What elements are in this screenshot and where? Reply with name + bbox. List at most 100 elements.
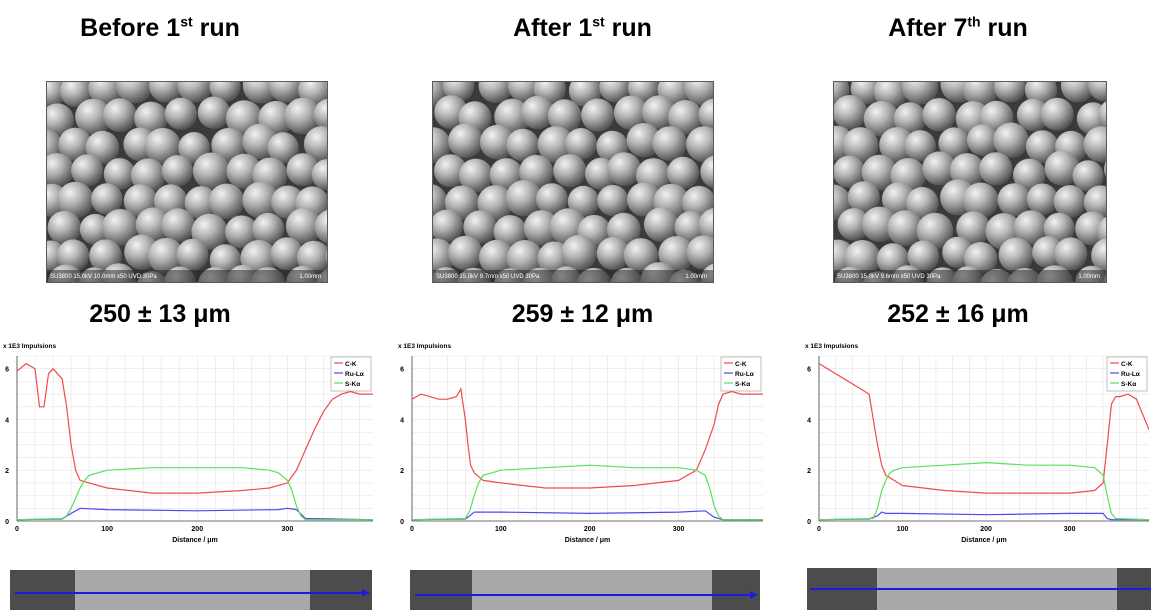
sem-particle: [962, 182, 999, 219]
sem-particle: [161, 208, 196, 243]
particle-size-label: 259 ± 12 μm: [511, 300, 654, 328]
sem-particle: [861, 154, 898, 191]
x-axis-label: Distance / μm: [565, 537, 611, 544]
sem-particle: [149, 82, 183, 103]
sem-particle: [58, 127, 92, 161]
sem-scale-label: 1.00mm: [1078, 274, 1100, 280]
edx-line-profile-chart: x 1E3 Impulsions 0 2 4 6 0 100 200 300 Distance /…: [395, 341, 765, 556]
particle-size-label: 250 ± 13 μm: [89, 300, 231, 328]
sem-particle: [686, 126, 713, 163]
sem-particle: [1083, 185, 1106, 219]
sem-particle: [599, 82, 631, 103]
sem-particle: [993, 122, 1029, 158]
sem-particle: [1053, 185, 1087, 218]
sem-particle: [906, 187, 939, 220]
sem-particle: [211, 127, 246, 163]
series-line-s: [17, 467, 373, 521]
y-tick-label: 2: [400, 468, 404, 475]
y-axis-label: x 1E3 Impulsions: [398, 343, 451, 350]
sem-particle: [176, 238, 209, 271]
sem-particle: [904, 130, 936, 162]
y-tick-label: 2: [807, 468, 811, 475]
sem-particle: [116, 82, 153, 104]
sem-particle: [893, 102, 927, 135]
sem-particle: [284, 97, 322, 135]
y-tick-label: 4: [400, 417, 404, 424]
x-tick-label: 0: [817, 526, 821, 533]
sem-particle: [433, 127, 451, 164]
x-tick-label: 100: [495, 526, 507, 533]
sem-particle: [493, 215, 527, 249]
panel-after-1st-run: After 1st run SU3800 15.0kV 9.7mm x50 UV…: [390, 0, 785, 610]
sem-particle: [607, 152, 642, 186]
sem-particle: [479, 239, 515, 276]
x-axis-label: Distance / μm: [172, 537, 218, 544]
legend-label: S-Kα: [735, 381, 750, 388]
sem-particle: [311, 159, 327, 191]
sem-particle: [458, 158, 493, 193]
sem-particle: [1025, 130, 1059, 164]
sem-particle: [994, 82, 1026, 103]
legend-label: S-Kα: [345, 381, 360, 388]
sem-particle: [537, 126, 575, 163]
sem-particle: [269, 82, 304, 103]
sem-particle: [1083, 126, 1106, 163]
x-tick-label: 300: [1064, 526, 1076, 533]
sem-micrograph: SU3800 15.0kV 9.6mm x50 UVD 30Pa 1.00mm: [833, 81, 1107, 283]
legend-label: Ru-Lα: [735, 371, 754, 378]
sem-particle: [962, 82, 999, 107]
sem-caption: SU3800 15.0kV 9.7mm x50 UVD 30Pa: [436, 274, 540, 280]
sem-particle: [652, 126, 687, 161]
scan-arrow-head: [362, 589, 370, 597]
sem-particle: [596, 236, 630, 270]
legend-label: Ru-Lα: [345, 371, 364, 378]
sem-particle: [667, 156, 699, 189]
legend-label: C-K: [1121, 361, 1133, 368]
sem-scale-label: 1.00mm: [685, 274, 707, 280]
sem-particle: [842, 127, 879, 164]
sem-particle: [565, 128, 597, 160]
sem-particle: [325, 250, 327, 264]
sem-particle: [303, 126, 327, 162]
sem-particle: [642, 95, 676, 130]
linescan-image: [10, 570, 372, 610]
sem-particle: [1054, 237, 1088, 271]
sem-particle: [47, 103, 74, 137]
sem-particle: [879, 127, 915, 163]
sem-particle: [684, 82, 713, 106]
sem-particle: [597, 184, 629, 217]
sem-particle: [85, 130, 120, 165]
particle-size-label: 252 ± 16 μm: [887, 300, 1029, 328]
y-axis-label: x 1E3 Impulsions: [805, 343, 858, 350]
sem-particle: [433, 209, 463, 243]
x-tick-label: 0: [15, 526, 19, 533]
sem-particle: [226, 153, 262, 189]
series-line-s: [412, 464, 763, 521]
sem-particle: [922, 98, 956, 132]
sem-particle: [286, 153, 320, 187]
sem-particle: [922, 151, 957, 186]
sem-particle: [184, 186, 218, 220]
series-line-ru: [412, 510, 763, 521]
sem-particle: [242, 181, 279, 219]
sem-particle: [613, 95, 649, 130]
sem-particle: [434, 154, 467, 188]
sem-particle: [505, 180, 542, 217]
sem-particle: [698, 208, 713, 243]
sem-particle: [297, 240, 327, 275]
sem-particle: [134, 101, 168, 135]
sem-particle: [979, 152, 1013, 186]
sem-particle: [626, 123, 661, 158]
series-line-ru: [819, 511, 1149, 521]
sem-particle: [916, 212, 954, 250]
sem-particle: [547, 99, 582, 133]
sem-particle: [89, 239, 122, 272]
edx-line-profile-chart: x 1E3 Impulsions 0 2 4 6 0 100 200 300 Distance /…: [0, 341, 375, 556]
legend-label: C-K: [345, 361, 357, 368]
sem-particle: [643, 207, 679, 242]
sem-particle: [536, 183, 568, 215]
linescan-image: [410, 570, 760, 610]
sem-particle: [561, 234, 597, 271]
sem-particle: [135, 207, 171, 243]
sem-particle: [192, 152, 230, 190]
